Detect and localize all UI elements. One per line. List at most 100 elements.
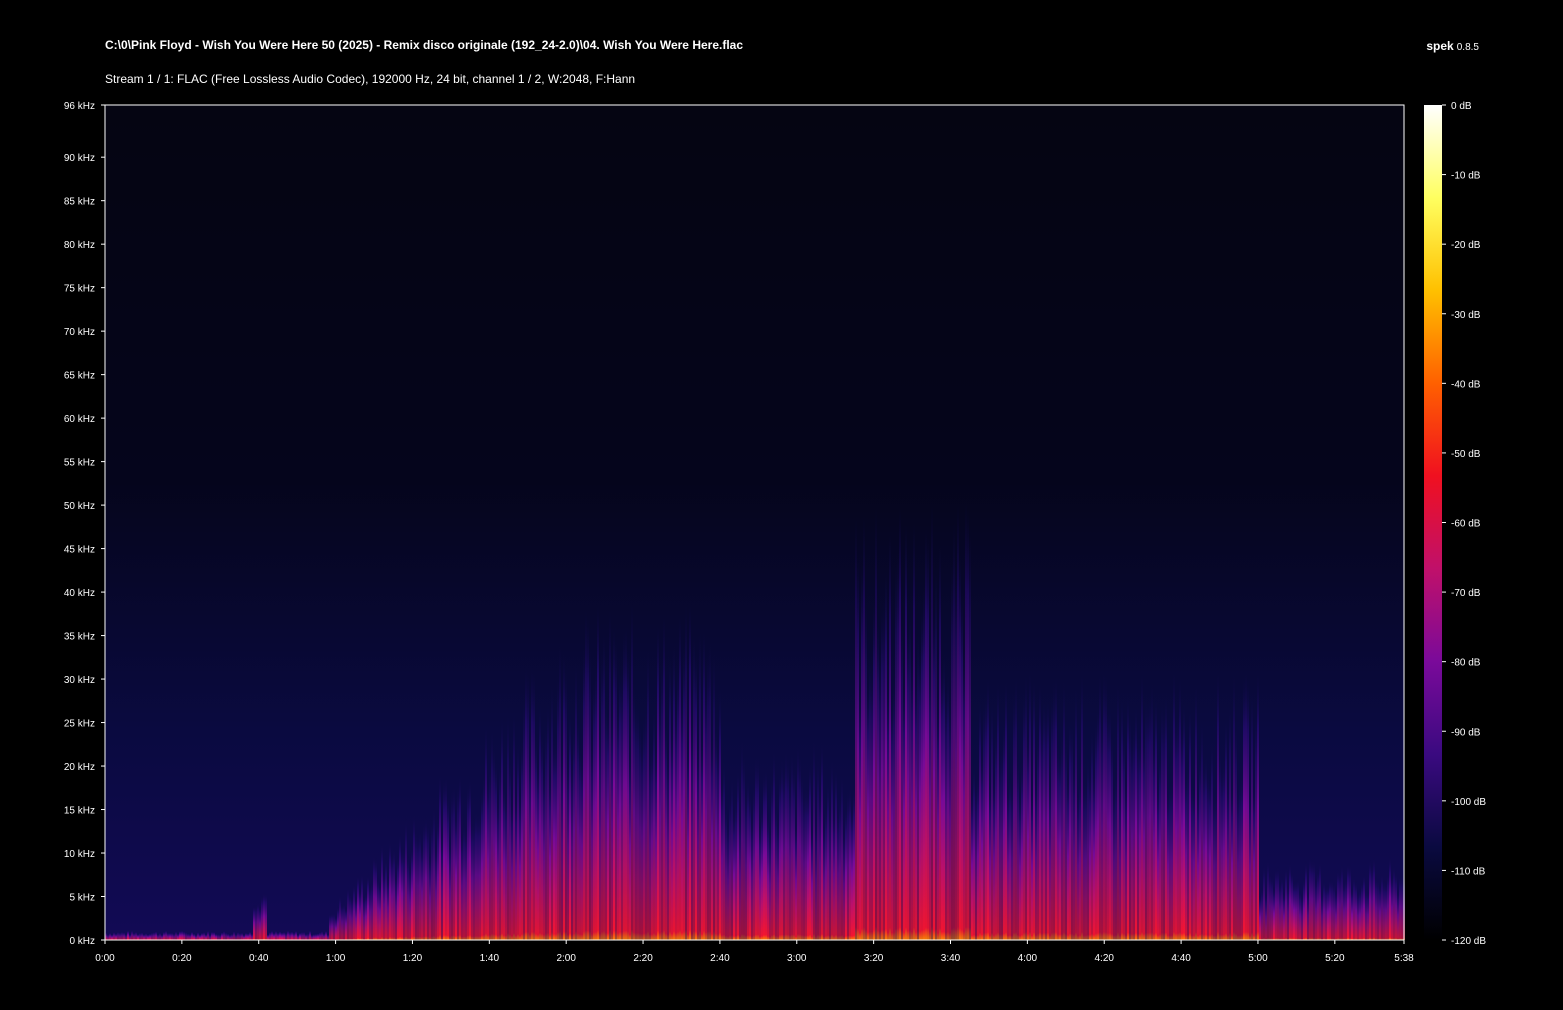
spectral-energy-column [1029, 670, 1031, 940]
spectral-energy-column [1125, 777, 1127, 940]
spectral-energy-column [561, 746, 563, 940]
x-tick-label: 2:20 [633, 953, 653, 964]
spectral-energy-column [813, 738, 815, 940]
spectral-energy-column [1385, 880, 1387, 940]
spectral-energy-column [441, 833, 443, 940]
spectral-energy-column [869, 657, 871, 940]
spectral-energy-column [1017, 756, 1019, 940]
spectral-energy-column [1323, 879, 1325, 940]
spectral-energy-column [565, 665, 567, 940]
spectral-energy-column [1039, 683, 1041, 940]
spectral-energy-column [569, 711, 571, 940]
spectral-energy-column [121, 931, 123, 940]
spectral-energy-column [427, 820, 429, 940]
spectral-energy-column [485, 723, 487, 940]
spectral-energy-column [135, 931, 137, 940]
y-tick-label: 30 kHz [64, 675, 95, 686]
spectral-energy-column [499, 760, 501, 940]
spectral-energy-column [491, 728, 493, 940]
spectral-energy-column [1169, 779, 1171, 940]
spectral-energy-column [1231, 786, 1233, 940]
stream-info: Stream 1 / 1: FLAC (Free Lossless Audio … [105, 72, 636, 86]
spectral-energy-column [707, 651, 709, 940]
spectral-energy-column [857, 557, 859, 940]
spectral-energy-column [807, 786, 809, 940]
spectral-energy-column [161, 934, 163, 940]
spectral-energy-column [1151, 682, 1153, 940]
spectral-energy-column [411, 844, 413, 940]
spectral-energy-column [1209, 774, 1211, 940]
spectral-energy-column [463, 820, 465, 940]
spectral-energy-column [987, 678, 989, 940]
spectral-energy-column [409, 864, 411, 940]
spectral-energy-column [1069, 719, 1071, 940]
spectral-energy-column [977, 772, 979, 940]
spectral-energy-column [443, 776, 445, 940]
spectral-energy-column [1059, 748, 1061, 940]
spectral-energy-column [281, 931, 283, 940]
spectral-energy-column [1011, 780, 1013, 940]
spectral-energy-column [599, 721, 601, 940]
spectral-energy-column [515, 793, 517, 940]
spectral-energy-column [1119, 780, 1121, 940]
spectral-energy-column [555, 735, 557, 940]
spectral-energy-column [529, 748, 531, 940]
spectral-energy-column [847, 788, 849, 940]
spectral-energy-column [231, 933, 233, 940]
spectral-energy-column [1113, 784, 1115, 940]
spectral-energy-column [665, 718, 667, 940]
spectral-energy-column [1005, 680, 1007, 940]
spectral-energy-column [211, 931, 213, 940]
spectral-energy-column [633, 683, 635, 940]
spectral-energy-column [333, 912, 335, 940]
spectral-energy-column [1041, 715, 1043, 940]
spectral-energy-column [129, 933, 131, 940]
spectral-energy-column [145, 932, 147, 940]
spectral-energy-column [649, 746, 651, 940]
spectral-energy-column [449, 839, 451, 940]
spectral-energy-column [635, 698, 637, 940]
spectral-energy-column [883, 597, 885, 940]
spectral-energy-column [637, 700, 639, 940]
spectral-energy-column [1291, 869, 1293, 940]
y-tick-label: 45 kHz [64, 545, 95, 556]
spectral-energy-column [935, 568, 937, 940]
x-tick-label: 0:40 [249, 953, 269, 964]
spectral-energy-column [155, 930, 157, 940]
spectral-energy-column [433, 804, 435, 940]
spectral-energy-column [465, 825, 467, 940]
spectral-energy-column [461, 831, 463, 940]
spectral-energy-column [685, 604, 687, 940]
spectral-energy-column [399, 832, 401, 940]
spectral-energy-column [1337, 868, 1339, 940]
spectral-energy-column [247, 932, 249, 940]
spectral-energy-column [389, 839, 391, 940]
spectral-energy-column [345, 907, 347, 940]
spectral-energy-column [219, 934, 221, 940]
spectral-energy-column [1377, 877, 1379, 940]
spectral-energy-column [1135, 704, 1137, 940]
spectral-energy-column [489, 764, 491, 940]
spectral-energy-column [549, 774, 551, 940]
spectral-energy-column [1251, 691, 1253, 940]
spectral-energy-column [995, 726, 997, 940]
spectral-energy-column [1305, 860, 1307, 940]
spectral-energy-column [1115, 770, 1117, 940]
spectral-energy-column [535, 732, 537, 940]
spectral-energy-column [309, 930, 311, 940]
y-tick-label: 25 kHz [64, 719, 95, 730]
spectral-energy-column [1141, 672, 1143, 940]
spectral-energy-column [1397, 889, 1399, 940]
spectral-energy-column [699, 632, 701, 940]
spectral-energy-column [453, 783, 455, 940]
spectral-energy-column [689, 604, 691, 940]
spectral-energy-column [511, 799, 513, 940]
spectral-energy-column [1087, 754, 1089, 940]
spectral-energy-column [657, 625, 659, 940]
spectral-energy-column [239, 932, 241, 940]
spectral-energy-column [223, 930, 225, 940]
spectral-energy-column [277, 932, 279, 940]
spectral-energy-column [1275, 866, 1277, 940]
spectral-energy-column [745, 791, 747, 940]
spectral-energy-column [287, 929, 289, 940]
